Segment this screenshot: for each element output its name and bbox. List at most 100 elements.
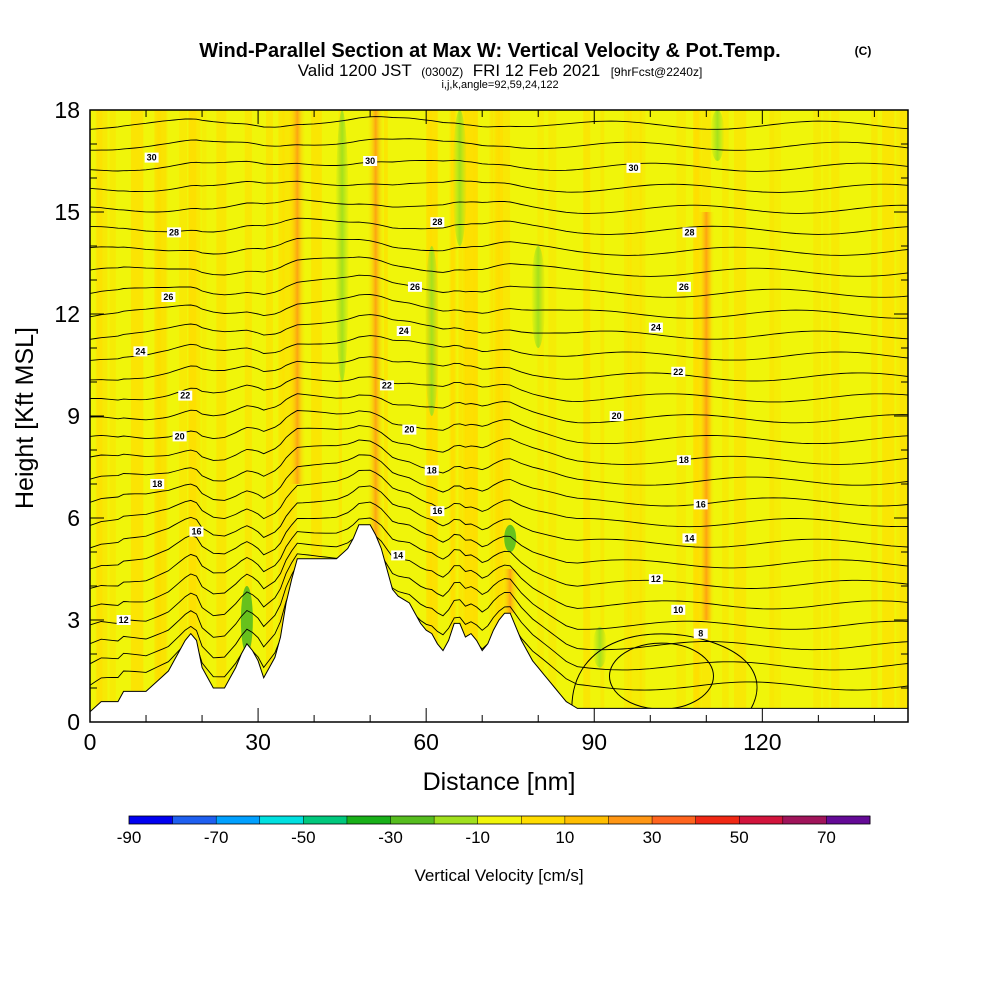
colorbar-swatch [259, 816, 304, 824]
contour-label: 12 [651, 574, 661, 584]
contour-label: 30 [147, 153, 157, 163]
contour-label: 20 [404, 425, 414, 435]
updraft-streak [489, 110, 494, 722]
updraft-streak [831, 110, 840, 722]
updraft-streak [676, 110, 686, 722]
theta-contour [90, 294, 908, 319]
contour-label: 18 [152, 479, 162, 489]
theta-contour [90, 376, 908, 403]
x-tick-label: 120 [743, 729, 781, 755]
contour-label: 10 [673, 605, 683, 615]
updraft-streak [722, 110, 729, 722]
colorbar-swatch [303, 816, 348, 824]
x-tick-label: 60 [413, 729, 439, 755]
contour-label-box [167, 227, 182, 238]
contour-label-box [133, 346, 148, 357]
colorbar-swatch [477, 816, 522, 824]
contour-label-box [430, 217, 445, 228]
colorbar-tick-label: -90 [117, 828, 142, 847]
updraft-streak [494, 110, 498, 722]
updraft-streak [449, 110, 457, 722]
valid-time: Valid 1200 JST [298, 61, 412, 80]
theta-contour [90, 552, 908, 651]
contour-label: 20 [175, 431, 185, 441]
y-axis-label: Height [Kft MSL] [11, 327, 39, 509]
updraft-streak [458, 110, 467, 722]
downdraft-core [531, 246, 546, 348]
updraft-streak [537, 110, 544, 722]
theta-contour [90, 531, 908, 610]
contour-label: 30 [365, 156, 375, 166]
theta-contour [90, 356, 908, 382]
theta-contour [90, 410, 908, 445]
updraft-core [698, 212, 715, 620]
colorbar-swatch [346, 816, 392, 824]
contour-label: 30 [628, 163, 638, 173]
colorbar-swatch [608, 816, 653, 824]
contour-label-box [682, 227, 697, 238]
theta-contour [90, 256, 908, 277]
colorbar-tick-label: -70 [204, 828, 229, 847]
x-axis-label: Distance [nm] [423, 768, 576, 796]
updraft-streak [282, 110, 293, 722]
contour-label-box [676, 455, 691, 466]
updraft-streak [109, 110, 116, 722]
section-params: i,j,k,angle=92,59,24,122 [441, 79, 558, 91]
contour-label-box [144, 152, 159, 163]
theta-contour [90, 501, 908, 570]
updraft-streak [450, 110, 455, 722]
contour-label-box [682, 533, 697, 544]
contour-label-box [402, 424, 417, 435]
updraft-streak [694, 110, 701, 722]
theta-contour [90, 393, 908, 424]
colorbar-swatch [782, 816, 827, 824]
y-tick-label: 6 [67, 505, 80, 531]
contour-label-box [671, 366, 686, 377]
theta-contour [90, 198, 908, 214]
contour-label-box [116, 615, 131, 625]
updraft-streak [548, 110, 557, 722]
downdraft-core [710, 110, 725, 161]
theta-contour [90, 517, 908, 589]
contour-label: 24 [651, 323, 661, 333]
contour-labels: 30 30 30 28 28 28 26 26 26 24 24 24 22 22 22 20 20 20 18 18… [116, 152, 708, 639]
contour-label-box [391, 550, 406, 561]
contour-label: 16 [191, 527, 201, 537]
downdraft-core [504, 524, 517, 553]
updraft-streak [823, 110, 829, 722]
downdraft-core [335, 110, 350, 382]
theta-contour [90, 469, 908, 528]
contour-label: 28 [684, 227, 694, 237]
updraft-streak [154, 110, 167, 722]
y-tick-label: 9 [67, 403, 80, 429]
updraft-streak [630, 110, 642, 722]
contour-label-box [189, 526, 204, 537]
colorbar-swatch [129, 816, 174, 824]
downdraft-core [592, 626, 607, 668]
valid-date: FRI 12 Feb 2021 [473, 61, 601, 80]
y-tick-label: 3 [67, 607, 80, 633]
contour-label: 14 [684, 533, 694, 543]
colorbar-swatch [216, 816, 261, 824]
copyright-mark: (C) [855, 44, 872, 58]
x-tick-label: 30 [245, 729, 271, 755]
updraft-streak [813, 110, 821, 722]
contour-label: 20 [612, 411, 622, 421]
contour-label-box [648, 322, 663, 333]
colorbar-swatch [826, 816, 871, 824]
updraft-streak [130, 110, 144, 722]
theta-contours [90, 95, 908, 710]
contour-label: 28 [169, 227, 179, 237]
axes: 0 30 60 90 120 0 3 6 9 12 15 18 [54, 97, 908, 755]
theta-contour [90, 439, 908, 486]
theta-contour [90, 95, 908, 108]
contour-label: 8 [698, 629, 703, 639]
contour-label: 24 [135, 346, 145, 356]
updraft-streak [338, 110, 342, 722]
theta-contour [90, 335, 908, 361]
colorbar-swatch [434, 816, 479, 824]
y-tick-label: 15 [54, 199, 80, 225]
contour-label-box [693, 499, 708, 510]
